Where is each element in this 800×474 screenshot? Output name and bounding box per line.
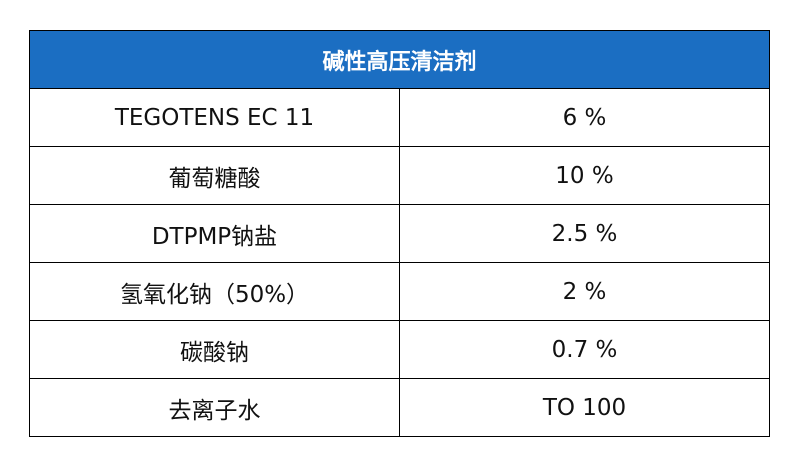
table-title: 碱性高压清洁剂 (29, 30, 770, 89)
ingredient-cell: 氢氧化钠（50%） (29, 262, 400, 321)
ingredient-cell: 碳酸钠 (29, 320, 400, 379)
table-row: 碳酸钠 0.7 % (29, 320, 770, 379)
ingredient-cell: TEGOTENS EC 11 (29, 88, 400, 147)
header-row: 碱性高压清洁剂 (29, 30, 770, 89)
ingredient-cell: DTPMP钠盐 (29, 204, 400, 263)
table-row: 葡萄糖酸 10 % (29, 146, 770, 205)
table-row: 去离子水 TO 100 (29, 378, 770, 437)
amount-cell: 2 % (399, 262, 770, 321)
table-row: DTPMP钠盐 2.5 % (29, 204, 770, 263)
ingredient-cell: 去离子水 (29, 378, 400, 437)
ingredient-cell: 葡萄糖酸 (29, 146, 400, 205)
table-body: TEGOTENS EC 11 6 % 葡萄糖酸 10 % DTPMP钠盐 2.5 % 氢氧化… (29, 88, 770, 437)
amount-cell: 2.5 % (399, 204, 770, 263)
amount-cell: 0.7 % (399, 320, 770, 379)
amount-cell: 6 % (399, 88, 770, 147)
amount-cell: 10 % (399, 146, 770, 205)
amount-cell: TO 100 (399, 378, 770, 437)
table-row: 氢氧化钠（50%） 2 % (29, 262, 770, 321)
formula-table: 碱性高压清洁剂 TEGOTENS EC 11 6 % 葡萄糖酸 10 % DTPMP钠盐… (29, 30, 770, 437)
table-row: TEGOTENS EC 11 6 % (29, 88, 770, 147)
